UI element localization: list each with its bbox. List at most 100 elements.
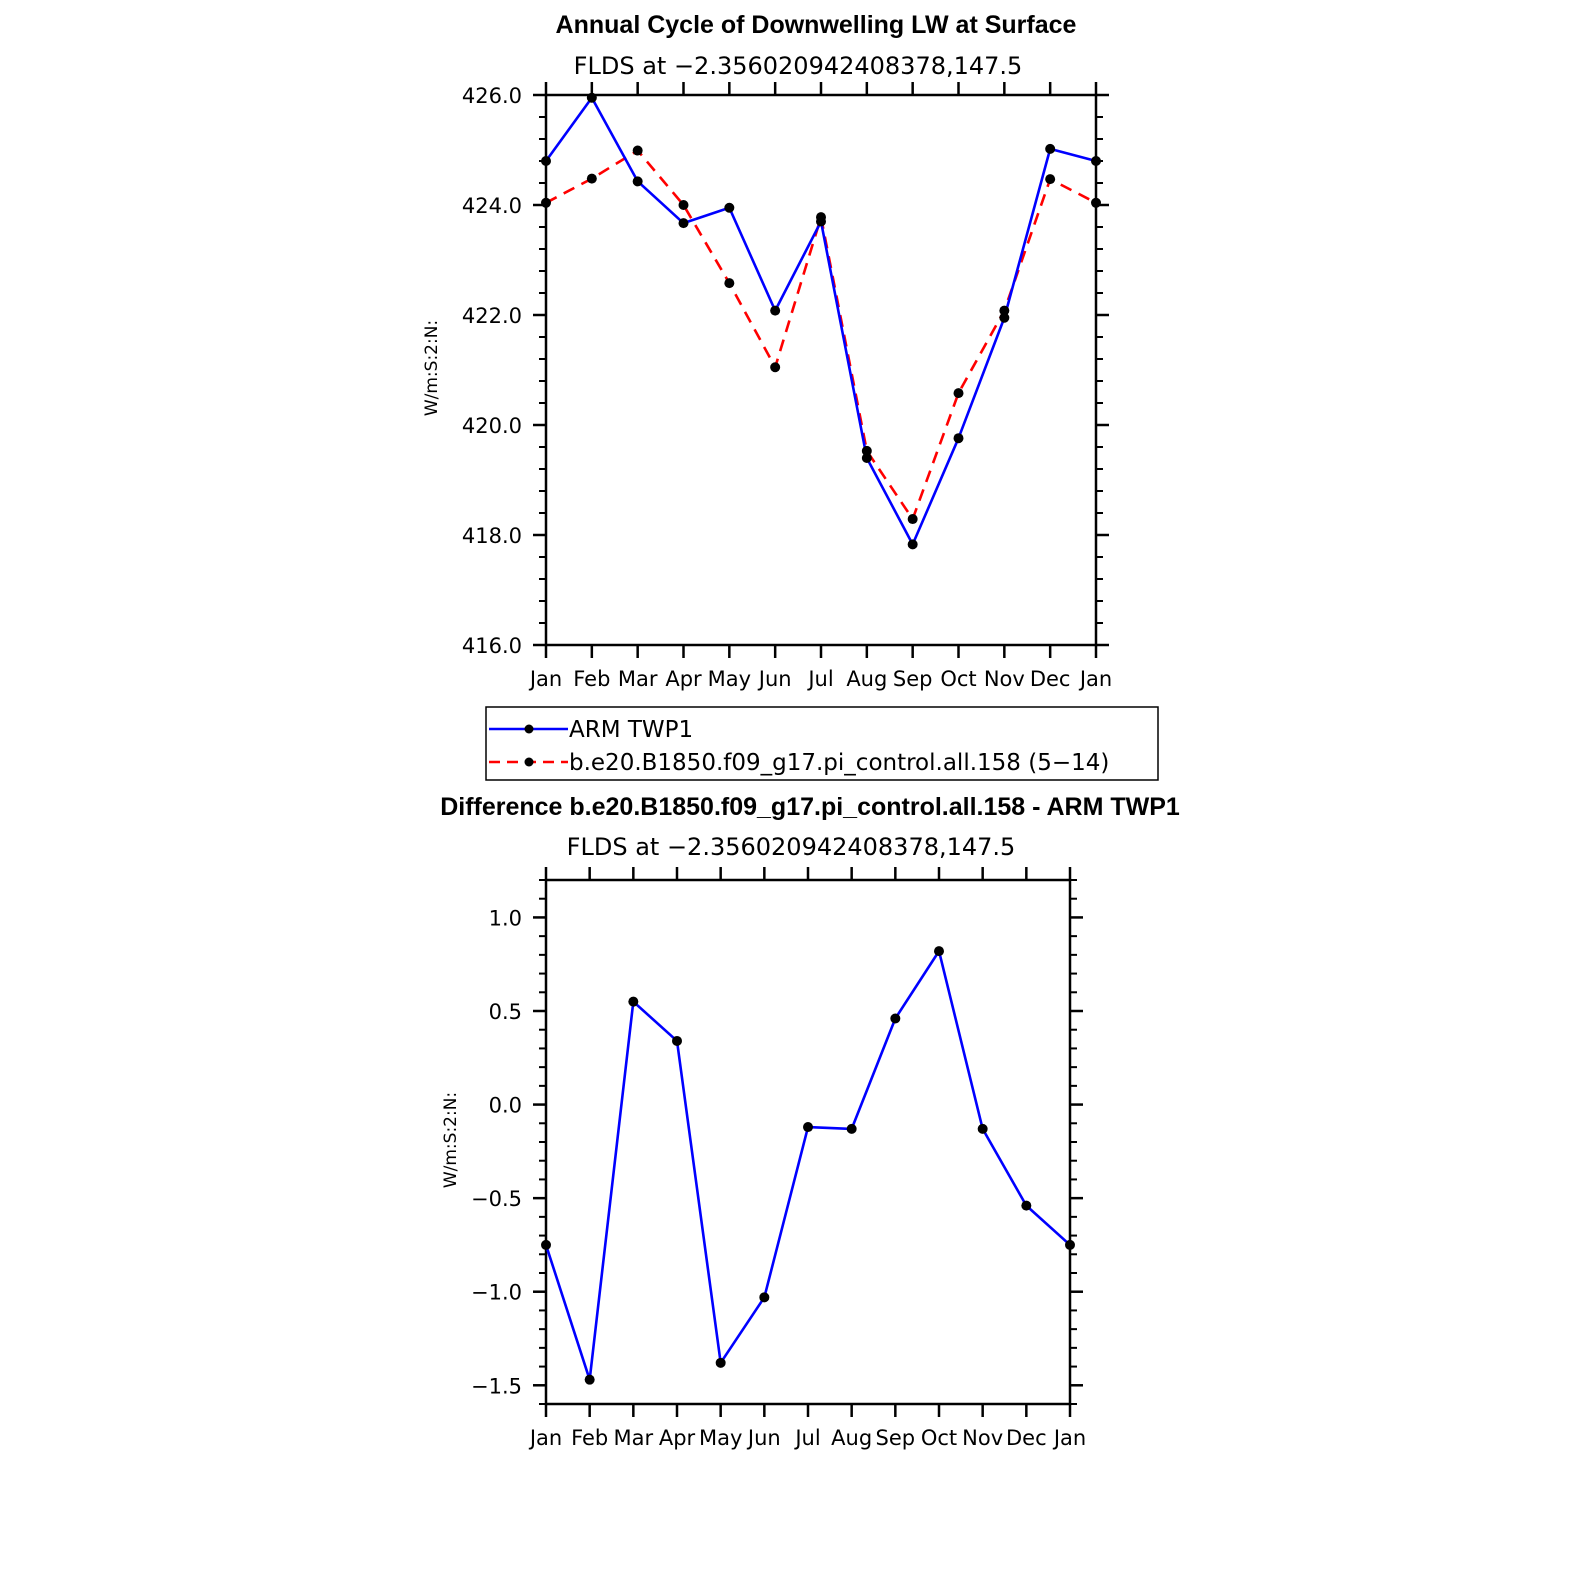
series-line-0 [544,949,1071,1381]
data-point [632,145,643,156]
data-point [724,278,735,289]
x-tick-label: Jun [746,1426,781,1450]
data-point [816,212,826,223]
series-markers [541,946,1075,1385]
y-tick-label: 422.0 [462,304,522,328]
x-tick-label: Aug [831,1426,872,1450]
chart-title: Annual Cycle of Downwelling LW at Surfac… [556,11,1077,39]
axis-ticks [533,867,1083,1417]
x-tick-label: Jul [806,667,833,691]
data-point [1021,1200,1032,1211]
data-point [770,362,781,373]
x-tick-label: Aug [846,667,887,691]
axis-ticks [533,82,1109,658]
data-point [672,1035,682,1046]
data-point [846,1123,857,1134]
legend-label-obs: ARM TWP1 [569,717,693,743]
y-tick-label: 424.0 [462,194,522,218]
data-point [907,514,918,525]
y-tick-label: −0.5 [471,1187,522,1211]
data-point [586,92,597,103]
series-lines [544,96,1097,546]
x-tick-label: Oct [921,1426,957,1450]
data-point [678,218,689,229]
data-point [1065,1239,1075,1250]
data-point [584,1374,595,1385]
series-markers [541,92,1101,550]
legend-box [485,706,1159,781]
legend-marker-model [524,757,534,767]
tick-labels: Jan Feb Mar Apr May Jun Jul Aug Sep Oct Nov Dec Jan4… [462,84,1112,691]
x-tick-label: Sep [893,667,933,691]
data-point [1091,156,1101,166]
data-point [541,156,551,166]
chart-title: Difference b.e20.B1850.f09_g17.pi_contro… [440,793,1180,821]
data-point [541,197,551,208]
data-point [1091,197,1101,208]
x-tick-label: Dec [1030,667,1071,691]
x-tick-label: Feb [571,1426,608,1450]
data-point [803,1122,813,1133]
data-point [1045,174,1056,185]
x-tick-label: Jun [757,667,792,691]
data-point [541,1239,551,1250]
y-tick-label: 418.0 [462,524,522,548]
x-tick-label: Jan [528,667,562,691]
x-tick-label: May [699,1426,742,1450]
difference-chart: Difference b.e20.B1850.f09_g17.pi_contro… [440,793,1180,1450]
chart-subtitle: FLDS at −2.356020942408378,147.5 [567,833,1016,861]
y-tick-label: 420.0 [462,414,522,438]
data-point [861,445,872,456]
series-lines [544,949,1071,1381]
data-point [715,1357,726,1368]
y-tick-label: 416.0 [462,634,522,658]
x-tick-label: Mar [614,1426,654,1450]
data-point [678,200,689,210]
annual-cycle-chart: Annual Cycle of Downwelling LW at Surfac… [422,11,1112,691]
data-point [907,539,918,550]
data-point [1045,143,1056,154]
data-point [724,202,735,213]
y-tick-label: 426.0 [462,84,522,108]
data-point [586,173,597,184]
data-point [953,433,964,444]
y-tick-label: −1.5 [471,1374,522,1398]
x-tick-label: Feb [573,667,610,691]
legend-label-model: b.e20.B1850.f09_g17.pi_control.all.158 (… [569,750,1109,776]
data-point [770,305,781,316]
y-tick-label: 0.5 [489,1000,522,1024]
x-tick-label: Dec [1006,1426,1047,1450]
x-tick-label: Nov [984,667,1025,691]
data-point [628,996,639,1007]
x-tick-label: Nov [962,1426,1003,1450]
data-point [934,946,944,957]
legend-marker-obs [524,724,534,734]
y-axis-label: W/m:S:2:N: [441,1092,461,1188]
y-tick-label: −1.0 [471,1281,522,1305]
x-tick-label: Jul [793,1426,820,1450]
x-tick-label: May [708,667,751,691]
plot-frame [544,93,1098,647]
data-point [890,1013,901,1024]
y-tick-label: 1.0 [489,906,522,930]
series-line-1 [545,149,1097,521]
x-tick-label: Mar [618,667,658,691]
data-point [977,1123,988,1134]
data-point [999,305,1010,316]
series-line-0 [544,96,1097,546]
y-axis-label: W/m:S:2:N: [422,320,442,416]
data-point [632,176,643,187]
y-tick-label: 0.0 [489,1094,522,1118]
x-tick-label: Sep [876,1426,916,1450]
legend: ARM TWP1 b.e20.B1850.f09_g17.pi_control.… [485,706,1159,781]
data-point [861,453,872,463]
x-tick-label: Apr [659,1426,696,1450]
x-tick-label: Jan [528,1426,562,1450]
x-tick-label: Jan [1052,1426,1086,1450]
data-point [759,1292,770,1303]
tick-labels: Jan Feb Mar Apr May Jun Jul Aug Sep Oct Nov Dec Jan−… [471,906,1086,1450]
chart-subtitle: FLDS at −2.356020942408378,147.5 [574,52,1023,80]
x-tick-label: Jan [1078,667,1112,691]
data-point [953,388,964,399]
